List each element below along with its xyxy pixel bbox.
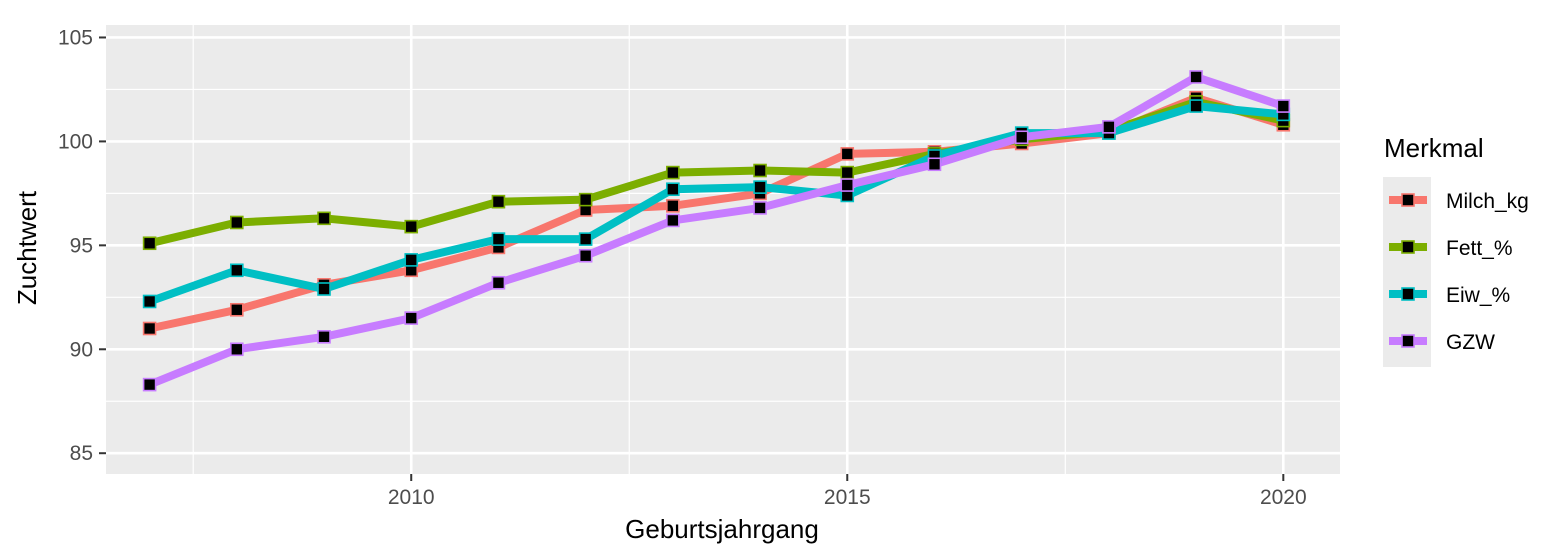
data-point <box>142 236 157 251</box>
legend-item: Milch_kg <box>1389 190 1529 213</box>
data-point <box>491 194 506 209</box>
x-axis: 2010 2015 2020 <box>388 474 1307 509</box>
x-tick-label: 2015 <box>824 486 871 509</box>
data-point <box>230 342 244 357</box>
data-point <box>578 248 593 263</box>
data-point <box>230 302 244 317</box>
y-axis: 85 90 95 100 105 <box>58 26 106 465</box>
data-point <box>840 165 855 180</box>
data-point <box>753 201 767 215</box>
data-point <box>404 311 419 325</box>
legend-label: Eiw_% <box>1446 284 1510 307</box>
series-lines <box>148 73 1285 389</box>
data-point <box>578 192 593 207</box>
y-tick-label: 90 <box>70 338 93 361</box>
data-point <box>840 178 855 192</box>
data-point <box>1276 99 1291 113</box>
data-point <box>317 330 331 344</box>
data-point <box>578 232 593 246</box>
data-point <box>753 180 767 194</box>
data-point <box>404 219 419 234</box>
series-line-3 <box>148 73 1285 389</box>
x-tick-label: 2020 <box>1260 486 1307 509</box>
data-point <box>230 263 244 278</box>
data-point <box>666 199 680 213</box>
data-point <box>666 182 680 197</box>
data-point <box>1189 99 1203 113</box>
data-point <box>840 147 855 161</box>
x-axis-title: Geburtsjahrgang <box>625 514 819 544</box>
data-point <box>142 377 157 392</box>
data-point <box>142 294 157 309</box>
legend-title: Merkmal <box>1384 133 1484 163</box>
y-tick-label: 85 <box>70 442 93 465</box>
legend-item: Eiw_% <box>1389 284 1510 307</box>
legend-key-point <box>1401 287 1415 301</box>
grid-minor <box>106 25 1340 474</box>
data-point <box>1014 130 1029 145</box>
series-line-2 <box>148 102 1284 306</box>
data-point <box>927 157 942 172</box>
legend-key-point <box>1401 334 1415 348</box>
data-point <box>404 253 419 267</box>
data-point <box>1102 120 1116 134</box>
y-axis-title: Zuchtwert <box>12 190 42 305</box>
x-tick-label: 2010 <box>388 486 435 509</box>
data-point <box>666 165 680 180</box>
legend-key-point <box>1401 193 1415 207</box>
legend-key-point <box>1401 240 1415 254</box>
data-point <box>317 211 331 226</box>
data-point <box>753 163 767 178</box>
data-point <box>491 275 506 290</box>
plot-panel <box>106 25 1340 474</box>
data-point <box>230 215 244 230</box>
legend-item: GZW <box>1389 331 1495 354</box>
y-tick-label: 95 <box>70 234 93 257</box>
data-point <box>1189 70 1203 84</box>
data-point <box>491 232 506 246</box>
y-tick-label: 105 <box>58 26 93 49</box>
data-point <box>317 282 331 296</box>
legend-label: Milch_kg <box>1446 190 1529 213</box>
series-points <box>142 70 1291 392</box>
legend-label: GZW <box>1446 331 1495 354</box>
grid-major <box>106 25 1340 474</box>
legend-item: Fett_% <box>1389 237 1513 260</box>
legend: Merkmal Milch_kg Fett_% Eiw_% GZW <box>1383 133 1529 367</box>
y-tick-label: 100 <box>58 130 93 153</box>
legend-label: Fett_% <box>1446 237 1513 260</box>
data-point <box>142 321 157 336</box>
data-point <box>666 213 680 228</box>
